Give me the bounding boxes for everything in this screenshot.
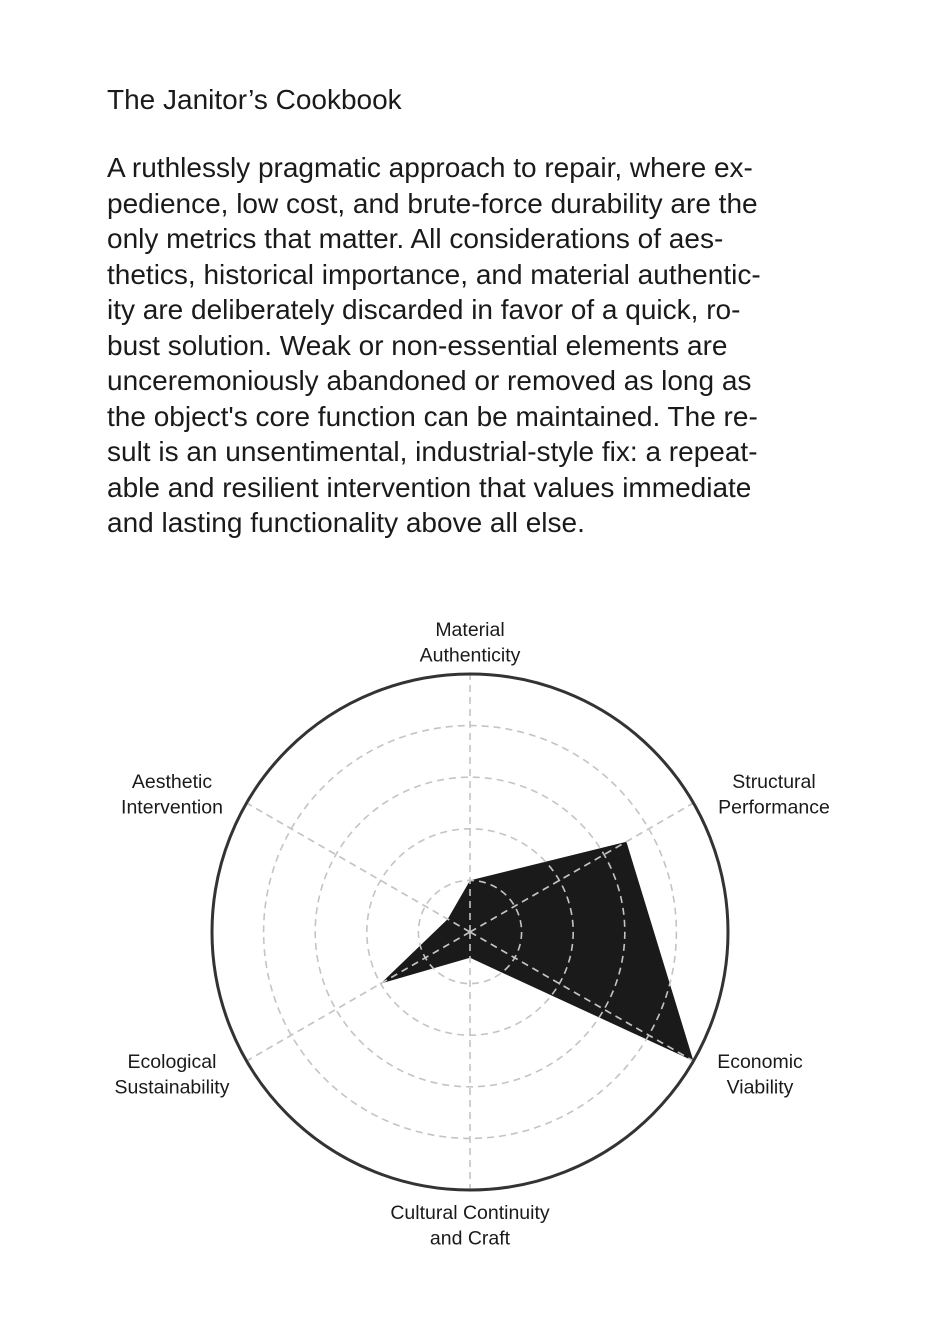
description-line: the object's core function can be mainta… — [107, 400, 758, 432]
axis-label: Performance — [718, 797, 830, 819]
description-line: able and resilient intervention that val… — [107, 471, 752, 503]
axis-label: Intervention — [121, 797, 223, 819]
axis-label: Cultural Continuity — [390, 1202, 550, 1224]
description-line: bust solution. Weak or non-essential ele… — [107, 329, 728, 361]
axis-spoke — [469, 931, 694, 1062]
axis-label: Material — [435, 619, 504, 641]
axis-label: Viability — [727, 1077, 794, 1099]
axis-label: Economic — [717, 1051, 803, 1073]
page-title: The Janitor’s Cookbook — [107, 84, 402, 115]
grid-ring — [314, 776, 626, 1088]
axis-label: Structural — [732, 771, 815, 793]
description-line: and lasting functionality above all else… — [107, 507, 585, 538]
description-line: A ruthlessly pragmatic approach to repai… — [107, 152, 753, 183]
description-line: only metrics that matter. All considerat… — [107, 223, 724, 254]
axis-label: Ecological — [128, 1051, 217, 1073]
axis-spoke — [246, 802, 471, 933]
axis-label: and Craft — [430, 1228, 511, 1250]
description-line: thetics, historical importance, and mate… — [107, 258, 761, 290]
description-line: sult is an unsentimental, industrial-sty… — [107, 436, 758, 467]
description-line: ity are deliberately discarded in favor … — [107, 294, 741, 325]
axis-spoke — [469, 802, 694, 933]
grid-ring — [365, 827, 574, 1036]
axis-label: Sustainability — [115, 1077, 230, 1099]
description-line: pedience, low cost, and brute-force dura… — [107, 187, 758, 219]
axis-label: Authenticity — [420, 645, 521, 667]
axis-label: Aesthetic — [132, 771, 212, 793]
description: A ruthlessly pragmatic approach to repai… — [107, 150, 761, 541]
axis-spoke — [246, 931, 471, 1062]
data-polygon — [380, 841, 694, 1061]
description-line: unceremoniously abandoned or removed as … — [107, 365, 752, 396]
outer-circle — [210, 672, 730, 1192]
